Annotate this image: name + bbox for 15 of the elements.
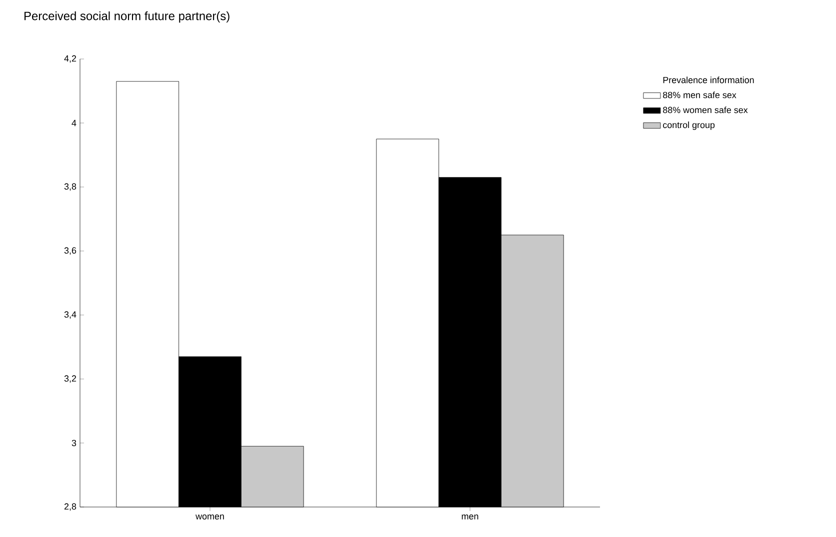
y-tick-label: 3 bbox=[72, 440, 76, 446]
legend-label: 88% women safe sex bbox=[663, 106, 748, 114]
x-tick-label: men bbox=[462, 514, 478, 520]
chart-title: Perceived social norm future partner(s) bbox=[24, 11, 230, 23]
y-tick-label: 3,4 bbox=[64, 311, 76, 319]
legend-label: control group bbox=[663, 122, 715, 130]
y-tick-label: 4 bbox=[72, 120, 76, 126]
y-tick-label: 3,2 bbox=[64, 375, 76, 383]
y-tick-label: 4,2 bbox=[64, 55, 76, 63]
y-tick-label: 3,6 bbox=[64, 247, 76, 255]
y-tick-label: 3,8 bbox=[64, 183, 76, 191]
legend-title: Prevalence information bbox=[663, 76, 754, 84]
legend-label: 88% men safe sex bbox=[663, 92, 736, 98]
y-tick-label: 2,8 bbox=[64, 503, 76, 511]
x-tick-label: women bbox=[196, 514, 224, 520]
